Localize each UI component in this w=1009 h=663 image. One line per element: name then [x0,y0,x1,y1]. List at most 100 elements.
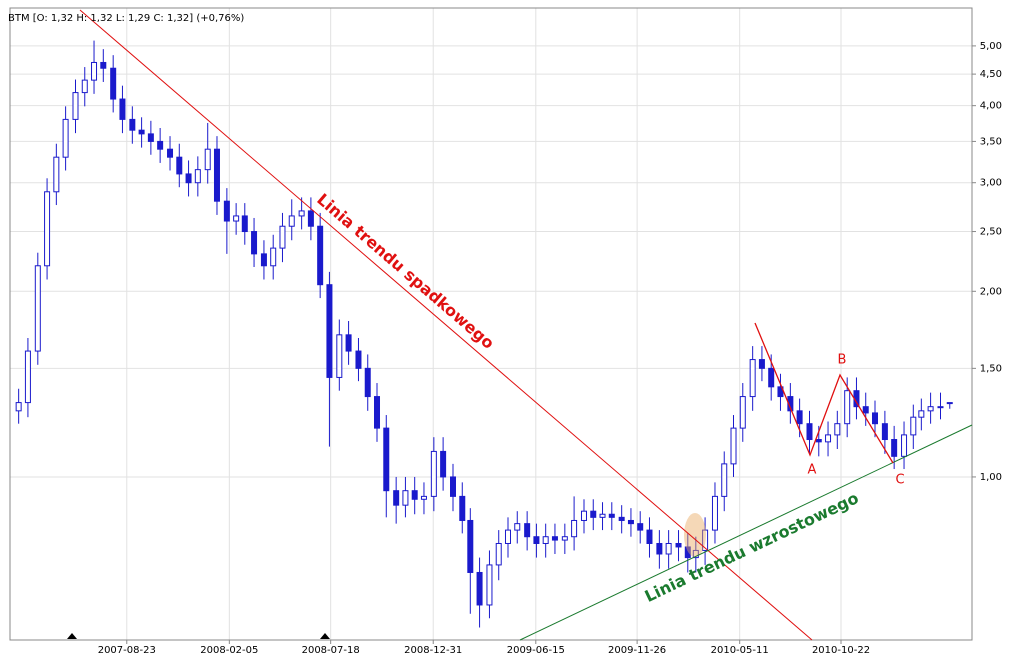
candle-body [450,476,457,497]
candle-body [185,173,192,184]
candle-body [476,571,483,606]
candle-body [580,510,587,521]
candle-body [927,406,934,412]
candle-body [223,200,230,222]
chart-title: BTM [O: 1,32 H: 1,32 L: 1,29 C: 1,32] (+… [8,13,244,24]
zigzag [754,322,894,464]
candle-body [345,334,352,352]
candle-body [711,495,718,531]
candle-body [739,396,746,429]
candle-body [910,416,917,436]
candle-body [298,210,305,217]
candle-body [599,513,606,518]
candle-body [100,61,107,69]
candle-body [551,536,558,541]
candle-body [288,215,295,227]
candle-body [891,439,898,457]
candle-body [862,406,869,414]
candle-body [402,490,409,506]
y-tick-label: 3,50 [980,136,1002,147]
candle-body [730,427,737,465]
x-tick-label: 2007-08-23 [98,645,156,656]
candle-body [364,367,371,398]
candle-body [901,434,908,457]
candle-body [937,406,944,409]
candle-body [571,519,578,538]
candle-body [241,215,248,233]
uptrend-line [519,424,973,641]
plot-frame [9,7,973,641]
candle-body [495,542,502,566]
candle-body [806,423,813,441]
candle-body [542,536,549,544]
x-tick-label: 2009-11-26 [608,645,666,656]
x-tick-label: 2008-12-31 [404,645,462,656]
candle-body [317,225,324,286]
candle-body [844,390,851,425]
candle-body [815,439,822,443]
candle-body [618,516,625,521]
candle-body [561,536,568,541]
x-tick-label: 2010-10-22 [812,645,870,656]
candle-body [336,334,343,378]
candle-body [656,542,663,555]
candle-body [608,513,615,518]
candle-body [637,523,644,531]
candle-body [270,247,277,267]
candle-body [459,495,466,521]
candle-body [627,519,634,525]
candle-body [514,523,521,531]
candle-body [307,210,314,227]
candle-body [81,79,88,94]
y-tick-label: 1,50 [980,363,1002,374]
candle-body [787,396,794,412]
candle-body [524,523,531,538]
candle-body [138,129,145,135]
marker [67,633,77,639]
point-label: B [838,353,847,368]
candle-body [825,434,832,443]
candle-body [946,402,953,405]
candle-body [590,510,597,518]
candle-body [533,536,540,544]
candle-body [692,549,699,559]
downtrend-line [79,9,813,641]
candle-body [119,98,126,120]
candle-body [467,519,474,573]
candle-body [834,423,841,436]
candle-body [675,542,682,548]
point-label: C [895,473,904,488]
candle-body [721,463,728,497]
y-tick-label: 1,00 [980,472,1002,483]
x-tick-label: 2008-02-05 [200,645,258,656]
candle-body [34,265,41,352]
candle-body [260,253,267,267]
candle-body [129,118,136,131]
y-tick-label: 2,00 [980,286,1002,297]
candle-body [110,67,117,100]
x-tick-label: 2010-05-11 [711,645,769,656]
candle-body [871,412,878,425]
candle-body [147,133,154,142]
candle-body [411,490,418,500]
y-tick-label: 5,00 [980,41,1002,52]
y-tick-label: 3,00 [980,178,1002,189]
candle-body [393,490,400,506]
candle-body [53,156,60,193]
candle-body [355,350,362,369]
candle-body [702,529,709,551]
candle-body [383,427,390,492]
candle-body [15,402,22,412]
candle-body [279,225,286,249]
candle-body [749,359,756,398]
y-tick-label: 4,50 [980,69,1002,80]
candle-body [881,423,888,441]
candle-body [251,231,258,255]
candle-body [796,410,803,425]
x-tick-label: 2009-06-15 [507,645,565,656]
candle-body [204,148,211,171]
candle-body [176,156,183,175]
candle-body [44,191,51,267]
candle-body [326,284,333,378]
